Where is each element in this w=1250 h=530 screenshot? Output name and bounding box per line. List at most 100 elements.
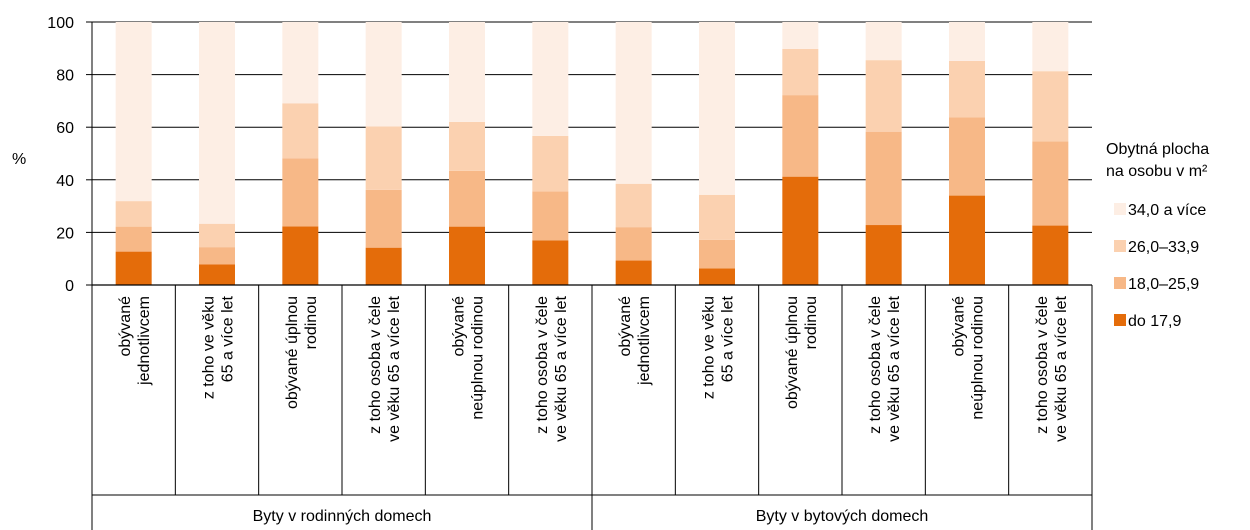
category-label-line: 65 a více let — [220, 295, 237, 382]
bar-segment — [365, 22, 402, 127]
y-tick-label: 80 — [56, 68, 74, 85]
gridlines — [92, 21, 1092, 233]
category-label-line: z toho osoba v čele — [534, 296, 551, 434]
bar-segment — [782, 95, 819, 177]
category-label-line: rodinou — [803, 296, 820, 349]
bar-segment — [1032, 71, 1069, 142]
category-label: obývané jednotlivcem — [117, 296, 153, 386]
y-axis-label: % — [12, 151, 26, 168]
bar-segment — [865, 225, 902, 285]
category-label-line: ve věku 65 a více let — [1053, 295, 1070, 441]
bar-segment — [199, 264, 235, 285]
bar-segment — [1032, 141, 1069, 226]
bar-segment — [782, 48, 819, 96]
legend-title-line: Obytná plocha — [1106, 141, 1209, 158]
bar-segment — [449, 170, 485, 227]
category-label-line: z toho ve věku — [201, 296, 218, 399]
category-label-line: neúplnou rodinou — [970, 296, 987, 420]
y-tick-label: 100 — [47, 15, 74, 32]
category-label-line: z toho osoba v čele — [367, 296, 384, 434]
bar-segment — [782, 22, 819, 49]
bar-segment — [282, 226, 319, 285]
category-label-line: ve věku 65 a více let — [386, 295, 403, 441]
legend-swatch — [1114, 277, 1126, 289]
group-label: Byty v rodinných domech — [253, 508, 432, 525]
legend-swatch — [1114, 314, 1126, 326]
bar-segment — [949, 117, 985, 196]
bar-segment — [365, 189, 402, 248]
category-label: obývané neúplnou rodinou — [951, 296, 987, 420]
bar-segment — [949, 195, 985, 285]
legend-label: 26,0–33,9 — [1128, 239, 1199, 256]
category-label-line: z toho osoba v čele — [1034, 296, 1051, 434]
group-label: Byty v bytových domech — [756, 508, 929, 525]
y-tick-label: 40 — [56, 173, 74, 190]
bar-segment — [1032, 22, 1069, 72]
y-tick-label: 20 — [56, 225, 74, 242]
legend-title-line: na osobu v m² — [1106, 163, 1208, 180]
bar-segment — [865, 22, 902, 61]
category-label: z toho osoba v čele ve věku 65 a více let — [367, 295, 403, 441]
category-label-line: 65 a více let — [720, 295, 737, 382]
bar-segment — [532, 135, 569, 192]
bar-segment — [532, 240, 569, 285]
bar-segment — [199, 247, 235, 265]
category-label-line: ve věku 65 a více let — [553, 295, 570, 441]
bar-segment — [615, 183, 652, 228]
bar-segment — [1032, 225, 1069, 285]
category-label: obývané úplnou rodinou — [284, 296, 320, 409]
category-label: obývané úplnou rodinou — [784, 296, 820, 409]
bars — [115, 22, 1069, 285]
bar-segment — [282, 22, 319, 104]
bar-segment — [115, 201, 152, 227]
axes — [91, 22, 1093, 530]
bar-segment — [449, 121, 485, 171]
bar-segment — [615, 22, 652, 184]
bar-segment — [365, 247, 402, 285]
bar-segment — [699, 194, 735, 240]
category-label: obývané jednotlivcem — [617, 296, 653, 386]
category-label-line: obývané — [951, 296, 968, 357]
bar-segment — [949, 22, 985, 61]
category-label-line: ve věku 65 a více let — [886, 295, 903, 441]
category-label-line: neúplnou rodinou — [470, 296, 487, 420]
y-tick-label: 0 — [65, 278, 74, 295]
category-label-line: obývané — [617, 296, 634, 357]
bar-segment — [532, 191, 569, 241]
bar-segment — [865, 131, 902, 226]
category-labels: obývané jednotlivcem z toho ve věku 65 a ví… — [117, 295, 1070, 441]
category-label: z toho ve věku 65 a více let — [201, 295, 237, 399]
bar-segment — [949, 60, 985, 118]
bar-segment — [115, 251, 152, 285]
category-label-line: jednotlivcem — [636, 296, 653, 386]
bar-segment — [532, 22, 569, 136]
y-tick-label: 60 — [56, 120, 74, 137]
category-label: z toho osoba v čele ve věku 65 a více let — [534, 295, 570, 441]
bar-segment — [782, 176, 819, 285]
bar-segment — [282, 103, 319, 159]
category-label: z toho ve věku 65 a více let — [701, 295, 737, 399]
category-label-line: z toho ve věku — [701, 296, 718, 399]
category-label-line: obývané — [117, 296, 134, 357]
category-label-line: jednotlivcem — [136, 296, 153, 386]
legend-label: 34,0 a více — [1128, 202, 1206, 219]
category-label-line: obývané úplnou — [284, 296, 301, 409]
bar-segment — [449, 22, 485, 122]
bar-segment — [699, 22, 735, 195]
bar-segment — [865, 60, 902, 132]
bar-segment — [365, 126, 402, 190]
legend-label: do 17,9 — [1128, 313, 1181, 330]
legend-label: 18,0–25,9 — [1128, 276, 1199, 293]
category-label: z toho osoba v čele ve věku 65 a více let — [867, 295, 903, 441]
legend-swatch — [1114, 203, 1126, 215]
bar-segment — [699, 239, 735, 269]
bar-segment — [115, 226, 152, 252]
category-label-line: obývané úplnou — [784, 296, 801, 409]
bar-segment — [615, 260, 652, 285]
bar-segment — [115, 22, 152, 202]
category-label-line: rodinou — [303, 296, 320, 349]
legend-swatch — [1114, 240, 1126, 252]
bar-segment — [449, 226, 485, 285]
category-label: obývané neúplnou rodinou — [451, 296, 487, 420]
